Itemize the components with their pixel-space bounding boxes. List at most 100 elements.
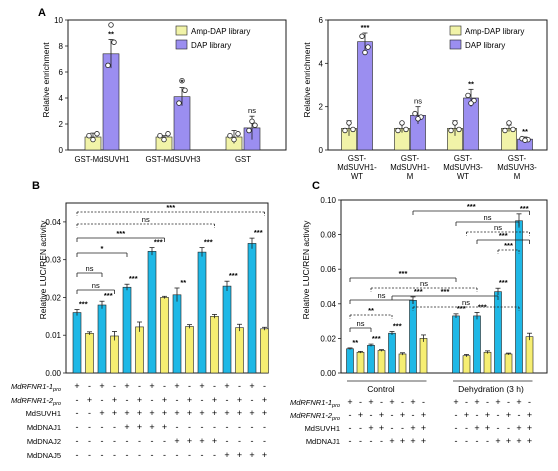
panel-c-bracket-label: ns [462, 298, 470, 307]
panel-a1-y-tick-label: 6 [59, 68, 64, 77]
panel-c-bar [452, 315, 460, 374]
panel-b-treatment-mark: + [187, 395, 192, 405]
panel-b-bar [172, 294, 182, 374]
panel-c-bar [494, 291, 502, 374]
panel-b-treatment-mark: + [162, 408, 167, 418]
panel-a2-data-point [395, 127, 401, 134]
panel-a2-x-tick-label: MdSUVH1- [390, 163, 430, 172]
panel-b-treatment-mark: + [137, 408, 142, 418]
panel-c-treatment-mark: - [349, 423, 352, 433]
panel-b-bar [72, 312, 82, 374]
panel-b-treatment-mark: - [126, 395, 129, 405]
panel-a2-data-point [468, 100, 474, 106]
panel-a2-y-tick-label: 4 [319, 59, 324, 68]
panel-c-treatment-mark: - [476, 436, 479, 446]
panel-b-treatment-mark: + [262, 408, 267, 418]
panel-c-treatment-mark: - [401, 423, 404, 433]
panel-b-treatment-mark: - [263, 422, 266, 432]
panel-c-treatment-mark: + [410, 397, 415, 407]
panel-b-treatment-mark: + [124, 408, 129, 418]
panel-b-treatment-mark: + [174, 408, 179, 418]
panel-b-treatment-mark: + [99, 408, 104, 418]
panel-b-significance-label: *** [104, 291, 113, 300]
panel-c-treatment-mark: - [528, 397, 531, 407]
legend-swatch-dap [449, 39, 462, 50]
panel-b-bar [260, 328, 269, 374]
legend-swatch-amp [175, 25, 188, 36]
panel-letter-c: C [312, 180, 320, 192]
panel-a1-y-tick-label: 4 [59, 94, 64, 103]
panel-c-treatment-mark: + [485, 410, 490, 420]
panel-b-treatment-mark: - [176, 422, 179, 432]
panel-b-treatment-mark: + [162, 395, 167, 405]
panel-b-treatment-mark: - [126, 436, 129, 446]
panel-b-treatment-mark: + [187, 408, 192, 418]
panel-b-treatment-mark: - [251, 395, 254, 405]
panel-b-bar [135, 326, 144, 374]
panel-a1-data-point [176, 100, 182, 106]
panel-c-significance-label: *** [478, 302, 487, 311]
panel-a1-data-point [105, 62, 111, 69]
panel-b-treatment-mark: + [74, 381, 79, 391]
panel-b-treatment-mark: - [163, 450, 166, 460]
panel-c-treatment-mark: + [516, 397, 521, 407]
panel-a1-significance-label: ns [248, 106, 256, 115]
panel-a1-y-axis-label: Relative enrichment [41, 42, 51, 118]
panel-a2-data-point [412, 110, 418, 117]
panel-a1-data-point [94, 131, 100, 137]
panel-b-treatment-mark: - [163, 436, 166, 446]
panel-c-treatment-mark: + [485, 423, 490, 433]
panel-b-treatment-mark: + [149, 381, 154, 391]
panel-a1-x-tick-label: GST [235, 155, 251, 164]
panel-a1-bar [102, 53, 120, 151]
panel-c-plot-frame [340, 199, 548, 374]
panel-b-bar [160, 297, 169, 374]
panel-a2-data-point [403, 126, 409, 133]
panel-c-bar [515, 220, 523, 374]
panel-b-treatment-mark: + [199, 408, 204, 418]
panel-b-treatment-mark: + [137, 395, 142, 405]
panel-b-treatment-mark: - [101, 436, 104, 446]
panel-b-treatment-mark: + [112, 408, 117, 418]
panel-b-treatment-mark: - [201, 450, 204, 460]
panel-c-bar [419, 338, 428, 374]
panel-a1-x-tick-label: GST-MdSUVH1 [74, 155, 129, 164]
legend-label-dap: DAP library [465, 41, 505, 50]
panel-b-bar [235, 327, 244, 374]
panel-b-bracket-label: * [101, 244, 104, 253]
panel-b-treatment-mark: - [76, 422, 79, 432]
panel-b-treatment-mark: + [87, 395, 92, 405]
panel-c-treatment-mark: + [527, 423, 532, 433]
panel-b-treatment-mark: + [249, 450, 254, 460]
panel-b-treatment-mark: + [162, 422, 167, 432]
panel-b-bar [185, 326, 194, 374]
panel-a1-significance-label: * [181, 78, 184, 87]
panel-c-treatment-mark: + [527, 436, 532, 446]
panel-b-treatment-mark: - [226, 422, 229, 432]
panel-a1-data-point [108, 22, 114, 28]
panel-c-bar [409, 300, 417, 374]
panel-c-treatment-mark: - [455, 410, 458, 420]
group-label-dehydration: Dehydration (3 h) [458, 384, 524, 394]
panel-b-treatment-mark: - [88, 408, 91, 418]
panel-c-treatment-mark: + [474, 423, 479, 433]
panel-b-treatment-mark: - [138, 450, 141, 460]
panel-a2-x-tick-label: MdSUVH3- [443, 163, 483, 172]
panel-c-y-axis-label: Relative LUC/REN activity [301, 220, 311, 319]
panel-a2-data-point [415, 116, 421, 122]
panel-a2-bar [357, 41, 373, 151]
panel-b-treatment-mark: - [113, 450, 116, 460]
panel-c-treatment-mark: + [400, 410, 405, 420]
panel-b-treatment-mark: - [76, 408, 79, 418]
panel-a2-significance-label: *** [361, 23, 370, 32]
panel-b-treatment-mark: + [224, 450, 229, 460]
panel-a2-plot-frame [327, 19, 548, 151]
panel-b-treatment-mark: - [113, 422, 116, 432]
panel-c-treatment-mark: + [421, 410, 426, 420]
panel-b-y-tick-label: 0.04 [45, 218, 61, 227]
panel-c-treatment-mark: - [507, 397, 510, 407]
panel-b-treatment-mark: + [124, 422, 129, 432]
panel-b-treatment-mark: + [212, 436, 217, 446]
panel-a1-data-point [231, 136, 237, 143]
panel-b-treatment-mark: - [76, 436, 79, 446]
